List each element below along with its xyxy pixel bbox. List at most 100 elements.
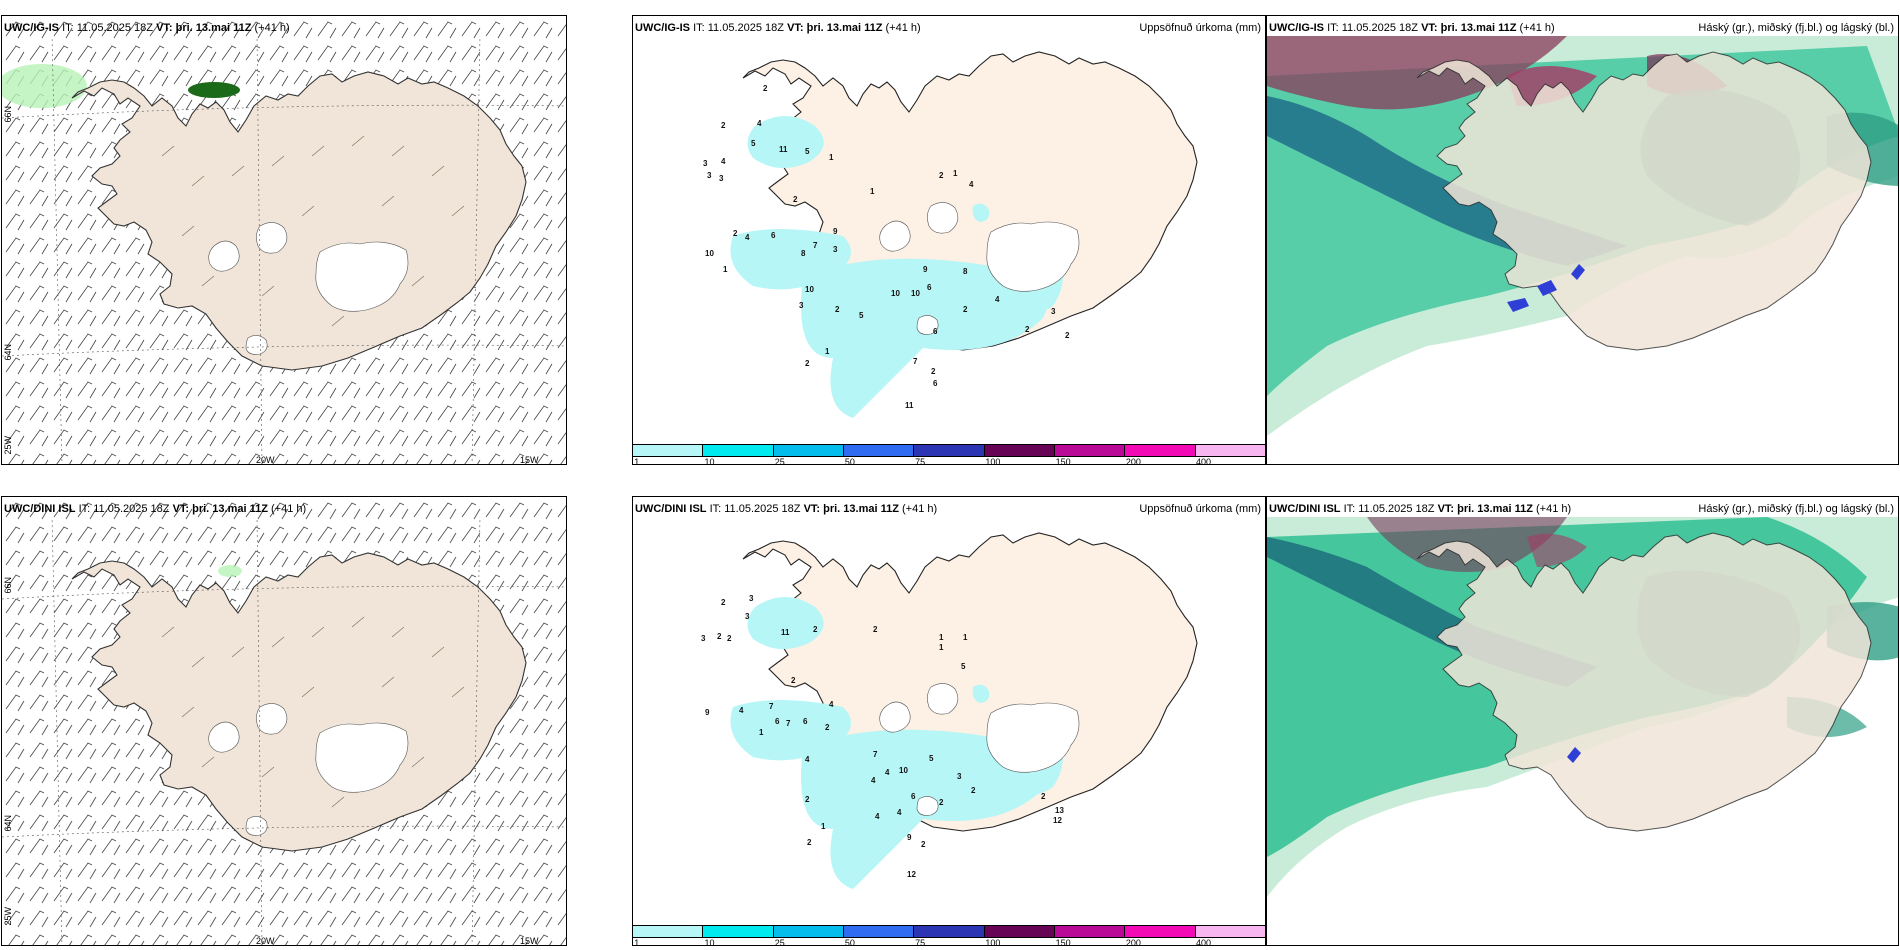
svg-text:6: 6 <box>771 231 776 240</box>
svg-text:7: 7 <box>786 719 791 728</box>
precip-title: Uppsöfnuð úrkoma (mm) <box>1139 503 1261 515</box>
precip-map-panel-bottom: UWC/DINI ISL IT: 11.05.2025 18Z VT: þri.… <box>632 496 1266 946</box>
legend-level-label: 10 <box>704 938 715 946</box>
cloud-title: Háský (gr.), miðský (fj.bl.) og lágský (… <box>1698 22 1894 34</box>
svg-text:2: 2 <box>805 359 810 368</box>
svg-text:3: 3 <box>833 245 838 254</box>
svg-text:6: 6 <box>775 717 780 726</box>
svg-text:3: 3 <box>701 634 706 643</box>
svg-text:4: 4 <box>897 808 902 817</box>
svg-text:2: 2 <box>939 171 944 180</box>
svg-text:1: 1 <box>821 822 826 831</box>
svg-text:10: 10 <box>891 289 900 298</box>
svg-text:2: 2 <box>1025 325 1030 334</box>
lead-time: (+41 h) <box>271 503 307 515</box>
svg-text:9: 9 <box>907 833 912 842</box>
vt-value: þri. 13.mai 11Z <box>1457 503 1533 515</box>
svg-text:7: 7 <box>769 702 774 711</box>
svg-text:7: 7 <box>873 750 878 759</box>
legend-swatch <box>984 445 1055 456</box>
svg-text:9: 9 <box>923 265 928 274</box>
legend-level-label: 25 <box>774 457 785 465</box>
svg-text:2: 2 <box>763 84 768 93</box>
svg-text:13: 13 <box>1055 806 1064 815</box>
wind-map-panel-top: UWC/IG-IS IT: 11.05.2025 18Z VT: þri. 13… <box>1 15 567 465</box>
svg-text:2: 2 <box>805 795 810 804</box>
vt-value: þri. 13.mai 11Z <box>806 22 883 34</box>
svg-text:1: 1 <box>825 347 830 356</box>
legend-level-label: 150 <box>1055 938 1071 946</box>
legend-swatch <box>843 926 915 937</box>
precip-map: 3 2 3 3 2 2 11 2 2 1 1 1 5 2 7 4 9 6 7 6… <box>701 532 1198 889</box>
lat-label-66: 66N <box>3 577 13 594</box>
legend-level-label: 25 <box>774 938 785 946</box>
svg-text:4: 4 <box>745 233 750 242</box>
lon-label-20: 20W <box>256 455 275 465</box>
legend-level-label: 10 <box>704 457 715 465</box>
model-name: UWC/DINI ISL <box>1269 503 1341 515</box>
vt-label: VT: <box>172 503 190 515</box>
wind-map-panel-bottom: UWC/DINI ISL IT: 11.05.2025 18Z VT: þri.… <box>1 496 567 946</box>
lead-time: (+41 h) <box>1519 22 1555 34</box>
svg-text:9: 9 <box>833 227 838 236</box>
svg-text:3: 3 <box>957 772 962 781</box>
svg-text:4: 4 <box>829 700 834 709</box>
it-label: IT: <box>693 22 705 34</box>
precip-patch <box>188 82 240 98</box>
svg-text:1: 1 <box>829 153 834 162</box>
legend-swatch <box>633 445 704 456</box>
lon-label-25: 25W <box>3 436 13 455</box>
svg-text:6: 6 <box>927 283 932 292</box>
lead-time: (+41 h) <box>254 22 290 34</box>
vt-value: þri. 13.mai 11Z <box>823 503 899 515</box>
legend-swatch <box>843 445 915 456</box>
svg-text:2: 2 <box>807 838 812 847</box>
legend-level-label: 75 <box>915 938 926 946</box>
it-label: IT: <box>709 503 722 515</box>
svg-text:4: 4 <box>875 812 880 821</box>
svg-text:10: 10 <box>705 249 714 258</box>
precip-map-panel-top: UWC/IG-IS IT: 11.05.2025 18Z VT: þri. 13… <box>632 15 1266 465</box>
wind-map <box>2 16 566 464</box>
panel-header: UWC/DINI ISL IT: 11.05.2025 18Z VT: þri.… <box>4 503 306 515</box>
precip-patch <box>218 565 242 577</box>
vt-label: VT: <box>1421 22 1438 34</box>
legend-swatch <box>1125 926 1196 937</box>
cloud-title: Háský (gr.), miðský (fj.bl.) og lágský (… <box>1698 503 1894 515</box>
it-label: IT: <box>78 503 91 515</box>
legend-level-label: 1 <box>634 938 640 946</box>
panel-header: UWC/IG-IS IT: 11.05.2025 18Z VT: þri. 13… <box>1269 22 1555 34</box>
vt-label: VT: <box>803 503 821 515</box>
cloud-map <box>1267 497 1898 945</box>
svg-text:2: 2 <box>1065 331 1070 340</box>
legend-level-label: 75 <box>915 457 926 465</box>
svg-text:2: 2 <box>793 195 798 204</box>
svg-text:6: 6 <box>933 379 938 388</box>
svg-text:11: 11 <box>905 401 914 410</box>
svg-text:2: 2 <box>717 632 722 641</box>
svg-text:2: 2 <box>963 305 968 314</box>
legend-swatch <box>633 926 704 937</box>
vt-label: VT: <box>787 22 804 34</box>
svg-text:1: 1 <box>939 633 944 642</box>
svg-text:6: 6 <box>933 327 938 336</box>
it-value: 11.05.2025 18Z <box>707 22 784 34</box>
legend-swatch <box>703 445 774 456</box>
legend-level-label: 200 <box>1125 457 1141 465</box>
legend-level-label: 50 <box>844 938 855 946</box>
legend-swatch <box>984 926 1055 937</box>
model-name: UWC/IG-IS <box>1269 22 1324 34</box>
lat-label-64: 64N <box>3 344 13 361</box>
svg-text:6: 6 <box>911 792 916 801</box>
legend-swatch <box>914 926 985 937</box>
legend-level-label: 50 <box>844 457 855 465</box>
precip-patch <box>2 64 87 108</box>
model-name: UWC/IG-IS <box>4 22 59 34</box>
svg-text:6: 6 <box>803 717 808 726</box>
svg-text:1: 1 <box>963 633 968 642</box>
legend-swatch <box>773 926 844 937</box>
svg-text:3: 3 <box>1051 307 1056 316</box>
svg-text:8: 8 <box>801 249 806 258</box>
svg-text:11: 11 <box>781 628 790 637</box>
svg-text:2: 2 <box>733 229 738 238</box>
